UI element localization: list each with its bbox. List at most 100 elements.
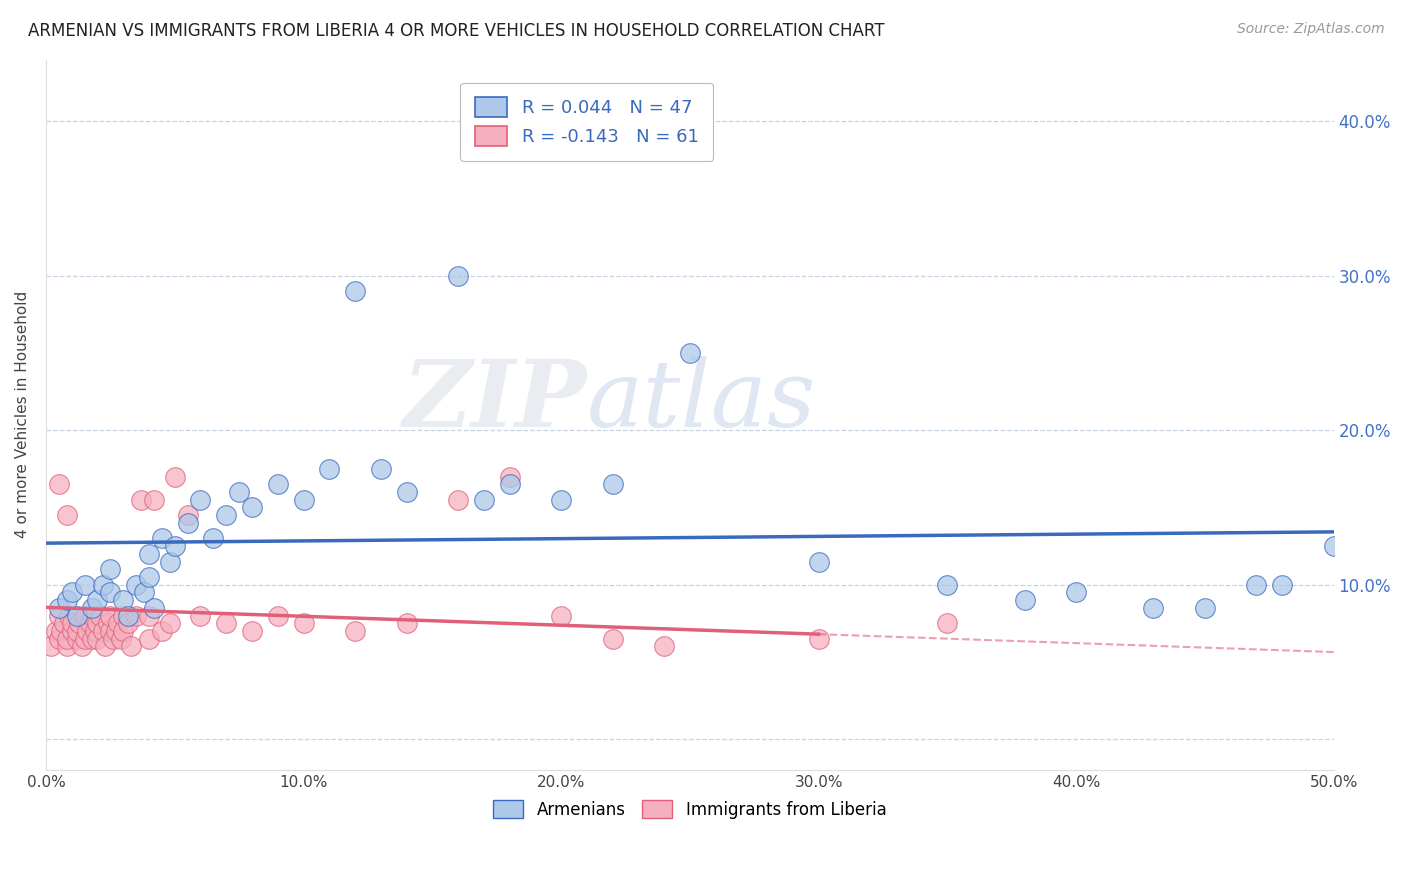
Point: [82, 632, 104, 646]
Point: [39, 640, 62, 654]
Point: [1064, 585, 1087, 599]
Point: [202, 532, 225, 546]
Point: [936, 616, 959, 631]
Point: [53, 616, 76, 631]
Point: [94, 640, 117, 654]
Point: [395, 485, 418, 500]
Point: [395, 616, 418, 631]
Point: [117, 616, 139, 631]
Point: [82, 608, 104, 623]
Point: [936, 577, 959, 591]
Point: [807, 632, 830, 646]
Point: [60, 624, 83, 638]
Point: [143, 600, 166, 615]
Point: [679, 346, 702, 360]
Point: [163, 469, 186, 483]
Point: [107, 616, 129, 631]
Point: [48, 477, 70, 491]
Point: [104, 624, 127, 638]
Point: [86, 593, 108, 607]
Point: [58, 608, 80, 623]
Point: [76, 624, 98, 638]
Point: [267, 477, 290, 491]
Point: [97, 616, 120, 631]
Point: [1246, 577, 1268, 591]
Point: [125, 577, 148, 591]
Point: [112, 624, 135, 638]
Point: [163, 539, 186, 553]
Point: [91, 624, 114, 638]
Point: [79, 616, 101, 631]
Point: [447, 492, 470, 507]
Point: [292, 616, 315, 631]
Point: [70, 640, 93, 654]
Point: [66, 632, 89, 646]
Point: [370, 462, 392, 476]
Point: [447, 268, 470, 283]
Point: [176, 516, 198, 530]
Point: [112, 593, 135, 607]
Point: [190, 492, 212, 507]
Point: [318, 462, 340, 476]
Point: [48, 632, 70, 646]
Legend: Armenians, Immigrants from Liberia: Armenians, Immigrants from Liberia: [486, 794, 893, 826]
Point: [83, 624, 105, 638]
Point: [82, 600, 104, 615]
Point: [120, 640, 142, 654]
Point: [1323, 539, 1346, 553]
Point: [138, 608, 160, 623]
Point: [176, 508, 198, 523]
Point: [48, 608, 70, 623]
Point: [159, 616, 181, 631]
Point: [292, 492, 315, 507]
Point: [228, 485, 250, 500]
Point: [86, 616, 108, 631]
Point: [51, 624, 73, 638]
Point: [1142, 600, 1164, 615]
Point: [66, 608, 89, 623]
Point: [132, 585, 155, 599]
Point: [60, 585, 83, 599]
Point: [91, 577, 114, 591]
Point: [125, 608, 148, 623]
Point: [498, 469, 520, 483]
Point: [343, 285, 366, 299]
Point: [150, 624, 173, 638]
Point: [129, 492, 152, 507]
Point: [73, 608, 96, 623]
Point: [215, 616, 238, 631]
Point: [55, 593, 77, 607]
Point: [267, 608, 290, 623]
Text: Source: ZipAtlas.com: Source: ZipAtlas.com: [1237, 22, 1385, 37]
Point: [110, 632, 132, 646]
Point: [98, 624, 121, 638]
Point: [73, 577, 96, 591]
Point: [98, 585, 121, 599]
Point: [550, 492, 572, 507]
Point: [55, 640, 77, 654]
Text: atlas: atlas: [586, 356, 817, 446]
Point: [498, 477, 520, 491]
Point: [98, 608, 121, 623]
Point: [472, 492, 495, 507]
Point: [73, 632, 96, 646]
Point: [69, 616, 91, 631]
Point: [1271, 577, 1294, 591]
Y-axis label: 4 or more Vehicles in Household: 4 or more Vehicles in Household: [15, 291, 30, 539]
Point: [215, 508, 238, 523]
Point: [190, 608, 212, 623]
Point: [602, 477, 624, 491]
Point: [143, 492, 166, 507]
Point: [602, 632, 624, 646]
Text: ARMENIAN VS IMMIGRANTS FROM LIBERIA 4 OR MORE VEHICLES IN HOUSEHOLD CORRELATION : ARMENIAN VS IMMIGRANTS FROM LIBERIA 4 OR…: [28, 22, 884, 40]
Point: [98, 562, 121, 576]
Point: [159, 554, 181, 568]
Point: [112, 608, 135, 623]
Point: [86, 632, 108, 646]
Point: [55, 508, 77, 523]
Point: [550, 608, 572, 623]
Point: [343, 624, 366, 638]
Point: [138, 632, 160, 646]
Point: [1014, 593, 1036, 607]
Point: [55, 632, 77, 646]
